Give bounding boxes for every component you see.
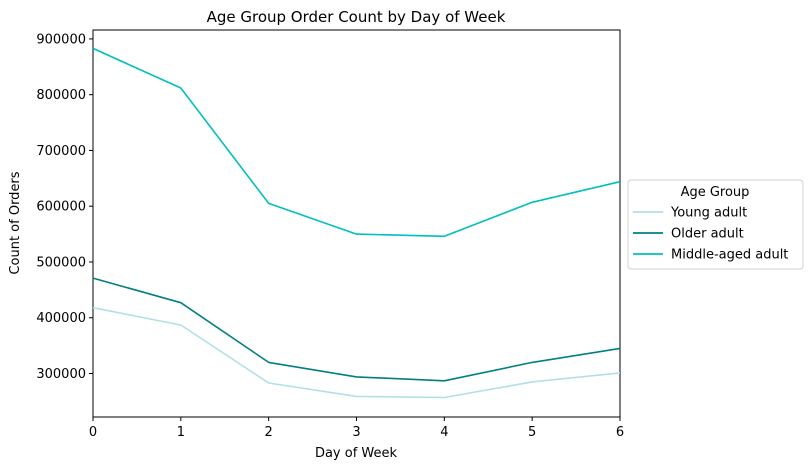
series-line-middle-aged-adult [92,47,621,238]
y-axis: 300000 400000 500000 600000 700000 800000 9000… [36,32,93,382]
y-tick-label: 500000 [36,255,86,270]
x-tick-label: 1 [177,425,185,440]
series-line-young-adult [92,306,621,399]
y-tick-label: 600000 [36,200,86,215]
y-tick-label: 400000 [36,311,86,326]
chart-title: Age Group Order Count by Day of Week [207,8,506,26]
x-axis: 0 1 2 3 4 5 6 [89,417,624,440]
x-tick-label: 4 [440,425,448,440]
legend-label: Older adult [671,227,744,242]
x-tick-label: 3 [352,425,360,440]
series-line-older-adult [92,277,621,382]
legend-title: Age Group [681,185,750,200]
plot-area-frame [92,29,621,418]
x-tick-label: 0 [89,425,97,440]
y-tick-label: 700000 [36,144,86,159]
x-tick-label: 6 [616,425,624,440]
x-tick-label: 5 [528,425,536,440]
legend: Age Group Young adult Older adult Middle-a… [627,179,804,270]
y-tick-label: 900000 [36,32,86,47]
legend-box [627,179,804,270]
y-tick-label: 800000 [36,88,86,103]
legend-items: Young adult Older adult Middle-aged adult [633,206,788,263]
legend-label: Middle-aged adult [671,248,788,263]
y-tick-label: 300000 [36,367,86,382]
series-lines [92,47,621,399]
legend-label: Young adult [670,206,747,221]
y-axis-title: Count of Orders [8,171,23,274]
x-tick-label: 2 [265,425,273,440]
x-axis-title: Day of Week [315,446,398,461]
